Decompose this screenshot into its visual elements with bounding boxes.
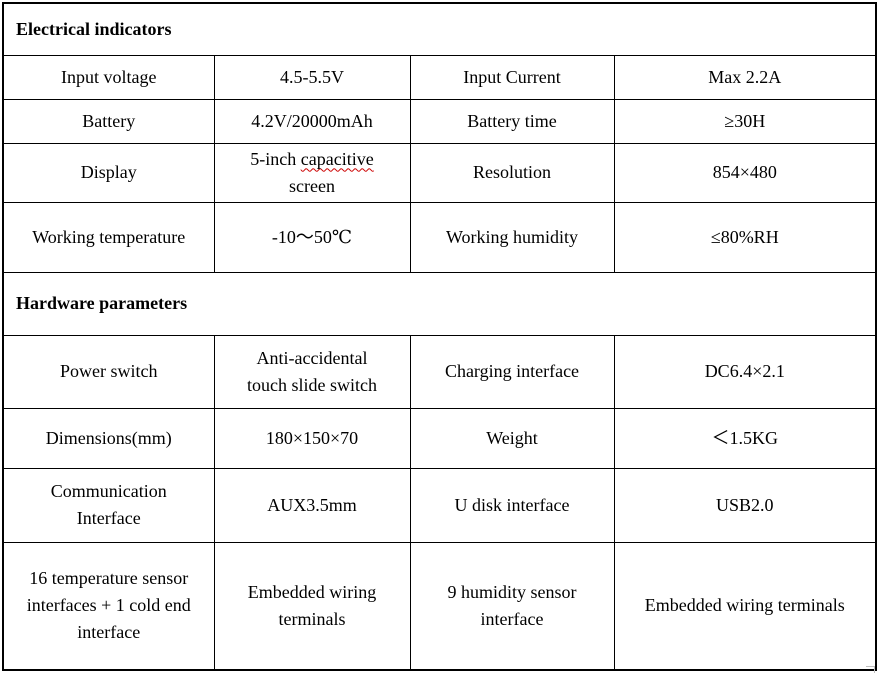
spec-row-communication-interface: Communication Interface AUX3.5mm U disk … bbox=[2, 467, 877, 543]
spec-value: DC6.4×2.1 bbox=[613, 334, 877, 409]
spec-label: Working temperature bbox=[2, 201, 215, 273]
spec-value: AUX3.5mm bbox=[213, 467, 411, 543]
display-value-post: screen bbox=[289, 175, 335, 196]
spec-row-sensor-interfaces: 16 temperature sensor interfaces + 1 col… bbox=[2, 541, 877, 671]
spec-value: 854×480 bbox=[613, 142, 877, 203]
spec-value: 4.5-5.5V bbox=[213, 54, 411, 100]
spec-label: Input voltage bbox=[2, 54, 215, 100]
spec-label: Input Current bbox=[409, 54, 615, 100]
spec-label: Battery bbox=[2, 98, 215, 144]
section-header-row-electrical: Electrical indicators bbox=[2, 2, 877, 56]
spec-label: 16 temperature sensor interfaces + 1 col… bbox=[2, 541, 215, 671]
spec-value: ≤80%RH bbox=[613, 201, 877, 273]
spec-row-battery: Battery 4.2V/20000mAh Battery time ≥30H bbox=[2, 98, 877, 144]
spec-value: USB2.0 bbox=[613, 467, 877, 543]
spec-value: Embedded wiring terminals bbox=[613, 541, 877, 671]
spec-row-power-switch: Power switch Anti-accidental touch slide… bbox=[2, 334, 877, 409]
spec-value: 180×150×70 bbox=[213, 407, 411, 469]
spec-row-dimensions: Dimensions(mm) 180×150×70 Weight ＜1.5KG bbox=[2, 407, 877, 469]
spec-row-display: Display 5-inch capacitive screen Resolut… bbox=[2, 142, 877, 203]
section-header-row-hardware: Hardware parameters bbox=[2, 271, 877, 336]
spec-label: Dimensions(mm) bbox=[2, 407, 215, 469]
spec-row-working-temperature: Working temperature -10～50℃ Working humi… bbox=[2, 201, 877, 273]
spec-label: Weight bbox=[409, 407, 615, 469]
display-value-misspelled: capacitive bbox=[300, 148, 374, 169]
spec-row-input-voltage: Input voltage 4.5-5.5V Input Current Max… bbox=[2, 54, 877, 100]
spec-label: Resolution bbox=[409, 142, 615, 203]
section-title-hardware: Hardware parameters bbox=[2, 271, 877, 336]
spec-value: ≥30H bbox=[613, 98, 877, 144]
spec-label: U disk interface bbox=[409, 467, 615, 543]
spec-label: Battery time bbox=[409, 98, 615, 144]
spec-value: Embedded wiring terminals bbox=[213, 541, 411, 671]
spec-value: Max 2.2A bbox=[613, 54, 877, 100]
spec-label: Power switch bbox=[2, 334, 215, 409]
spec-value: 4.2V/20000mAh bbox=[213, 98, 411, 144]
spec-label: Working humidity bbox=[409, 201, 615, 273]
spec-value: 5-inch capacitive screen bbox=[213, 142, 411, 203]
table-resize-corner-artifact bbox=[866, 666, 875, 673]
spec-label: 9 humidity sensor interface bbox=[409, 541, 615, 671]
spec-value: -10～50℃ bbox=[213, 201, 411, 273]
spec-label: Communication Interface bbox=[2, 467, 215, 543]
spec-value: Anti-accidental touch slide switch bbox=[213, 334, 411, 409]
spec-label: Display bbox=[2, 142, 215, 203]
section-title-electrical: Electrical indicators bbox=[2, 2, 877, 56]
display-value-pre: 5-inch bbox=[250, 148, 301, 169]
spec-label: Charging interface bbox=[409, 334, 615, 409]
spec-value: ＜1.5KG bbox=[613, 407, 877, 469]
